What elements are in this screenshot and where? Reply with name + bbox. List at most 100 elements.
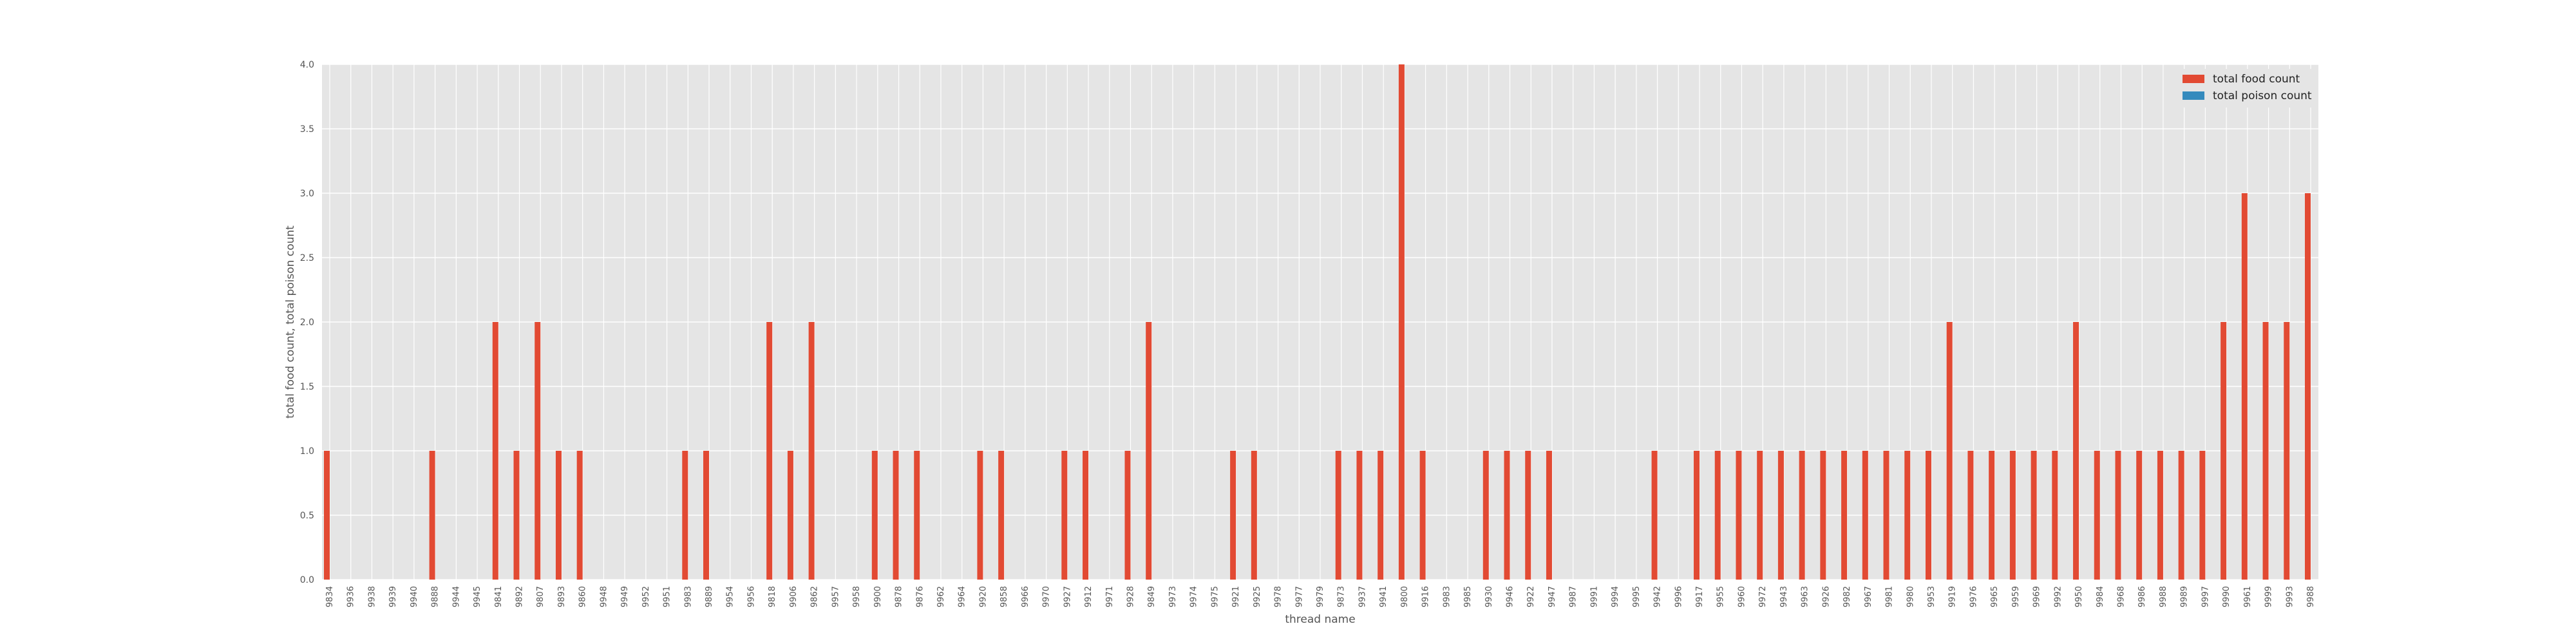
x-tick-label: 9991 — [1589, 586, 1599, 607]
x-tick-label: 9988 — [2306, 586, 2316, 607]
x-tick-label: 9980 — [1906, 586, 1915, 607]
x-tick-label: 9878 — [895, 586, 904, 607]
bar-food-count — [1736, 451, 1742, 580]
bar-food-count — [324, 451, 330, 580]
x-tick-label: 9925 — [1253, 586, 1262, 607]
bar-food-count — [1504, 451, 1510, 580]
x-tick-label: 9987 — [1569, 586, 1578, 607]
bar-food-count — [1714, 451, 1721, 580]
bar-food-count — [2157, 451, 2163, 580]
bar-food-count — [914, 451, 920, 580]
bar-food-count — [998, 451, 1005, 580]
y-tick-label: 3.0 — [300, 189, 314, 199]
bar-food-count — [1335, 451, 1341, 580]
x-tick-label: 9906 — [789, 586, 799, 607]
bar-food-count — [2136, 451, 2143, 580]
x-tick-label: 9983 — [1442, 586, 1452, 607]
bar-food-count — [1799, 451, 1805, 580]
x-tick-label: 9970 — [1042, 586, 1052, 607]
x-tick-label: 9975 — [1210, 586, 1220, 607]
x-tick-label: 9862 — [810, 586, 820, 607]
x-tick-label: 9964 — [958, 586, 967, 607]
x-tick-label: 9969 — [2032, 586, 2042, 607]
x-tick-label: 9943 — [1779, 586, 1789, 607]
bar-food-count — [2178, 451, 2184, 580]
x-tick-label: 9849 — [1147, 586, 1157, 607]
x-tick-label: 9942 — [1653, 586, 1663, 607]
x-tick-label: 9958 — [852, 586, 862, 607]
y-tick-label: 1.0 — [300, 446, 314, 457]
bar-food-count — [1398, 64, 1405, 580]
bar-food-count — [576, 451, 583, 580]
x-tick-label: 9912 — [1084, 586, 1094, 607]
bar-food-count — [492, 322, 498, 580]
bar-food-count — [2052, 451, 2058, 580]
x-tick-label: 9888 — [431, 586, 440, 607]
x-tick-label: 9982 — [1842, 586, 1852, 607]
x-tick-label: 9947 — [1548, 586, 1557, 607]
bar-food-count — [1820, 451, 1826, 580]
x-tick-label: 9968 — [2116, 586, 2126, 607]
bar-food-count — [1841, 451, 1848, 580]
x-tick-label: 9927 — [1063, 586, 1072, 607]
x-tick-label: 9858 — [999, 586, 1009, 607]
bar-food-count — [703, 451, 710, 580]
bar-food-count — [1651, 451, 1658, 580]
bar-food-count — [1230, 451, 1236, 580]
bar-food-count — [429, 451, 435, 580]
legend-swatch-food — [2183, 75, 2204, 83]
x-tick-label: 9800 — [1400, 586, 1410, 607]
y-tick-label: 0.5 — [300, 511, 314, 521]
y-tick-label: 0.0 — [300, 575, 314, 585]
x-tick-label: 9945 — [473, 586, 482, 607]
x-tick-label: 9951 — [663, 586, 672, 607]
legend-label-poison: total poison count — [2213, 90, 2312, 102]
x-tick-label: 9937 — [1358, 586, 1367, 607]
x-tick-label: 9926 — [1821, 586, 1831, 607]
bar-food-count — [808, 322, 815, 580]
bar-food-count — [1083, 451, 1089, 580]
x-tick-label: 9940 — [410, 586, 419, 607]
x-tick-label: 9983 — [683, 586, 693, 607]
x-tick-label: 9989 — [2180, 586, 2190, 607]
bar-food-count — [2199, 451, 2206, 580]
x-tick-label: 9950 — [2074, 586, 2084, 607]
bar-food-count — [893, 451, 899, 580]
x-tick-label: 9952 — [641, 586, 651, 607]
bar-food-count — [1757, 451, 1763, 580]
bar-food-count — [1777, 451, 1784, 580]
x-tick-label: 9963 — [1801, 586, 1810, 607]
x-tick-label: 9997 — [2201, 586, 2210, 607]
x-tick-label: 9974 — [1189, 586, 1199, 607]
x-tick-label: 9956 — [746, 586, 756, 607]
bar-food-count — [1378, 451, 1384, 580]
x-tick-label: 9972 — [1758, 586, 1768, 607]
x-tick-label: 9984 — [2096, 586, 2105, 607]
x-tick-label: 9957 — [831, 586, 840, 607]
bar-food-count — [555, 451, 562, 580]
x-tick-label: 9920 — [978, 586, 988, 607]
x-tick-label: 9900 — [873, 586, 883, 607]
bar-food-count — [1694, 451, 1700, 580]
x-tick-label: 9921 — [1231, 586, 1241, 607]
x-tick-label: 9966 — [1021, 586, 1030, 607]
bar-food-count — [1946, 322, 1953, 580]
x-tick-label: 9941 — [1379, 586, 1388, 607]
x-tick-label: 9994 — [1611, 586, 1620, 607]
y-tick-label: 1.5 — [300, 382, 314, 392]
bar-food-count — [2284, 322, 2290, 580]
bar-food-count — [1124, 451, 1131, 580]
x-tick-label: 9917 — [1695, 586, 1705, 607]
x-tick-label: 9962 — [936, 586, 946, 607]
x-tick-label: 9990 — [2222, 586, 2231, 607]
bar-food-count — [1925, 451, 1931, 580]
bar-food-count — [2305, 193, 2311, 580]
bar-food-count — [1356, 451, 1363, 580]
bar-food-count — [2262, 322, 2269, 580]
x-tick-label: 9993 — [2285, 586, 2295, 607]
bar-food-count — [2073, 322, 2079, 580]
x-tick-label: 9979 — [1316, 586, 1325, 607]
bar-food-count — [1251, 451, 1257, 580]
x-tick-label: 9965 — [1990, 586, 2000, 607]
x-tick-label: 9939 — [388, 586, 398, 607]
